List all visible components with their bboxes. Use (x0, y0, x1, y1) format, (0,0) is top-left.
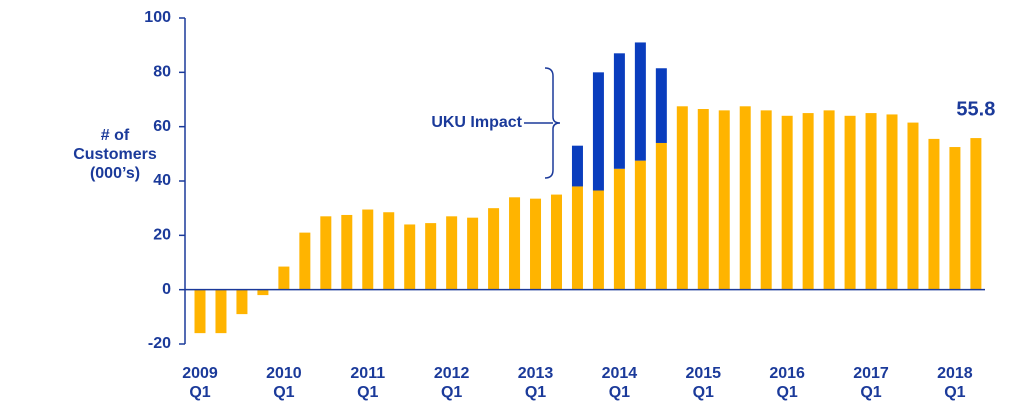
bar (194, 289, 206, 334)
bar (341, 214, 353, 290)
bar (362, 209, 374, 290)
bar (655, 142, 667, 290)
y-tick-label: 20 (153, 227, 171, 244)
bar (467, 217, 479, 290)
bar (488, 208, 500, 290)
brace (544, 67, 561, 179)
bar (571, 186, 583, 290)
bar (613, 53, 625, 169)
y-tick-label: 40 (153, 172, 171, 189)
bar (571, 145, 583, 187)
bar (760, 110, 772, 290)
y-tick-label: 100 (144, 9, 171, 26)
bar (697, 109, 709, 290)
bar (446, 216, 458, 290)
x-tick-label: 2017 Q1 (853, 365, 889, 401)
bar (550, 194, 562, 290)
bar (425, 223, 437, 290)
y-tick-label: 80 (153, 64, 171, 81)
bar (592, 190, 604, 290)
bar (970, 138, 982, 290)
bar (509, 197, 521, 290)
x-tick-label: 2010 Q1 (266, 365, 302, 401)
bar (634, 42, 646, 161)
bar (886, 114, 898, 290)
bar (215, 289, 227, 334)
bar (823, 110, 835, 290)
x-tick-label: 2012 Q1 (433, 365, 470, 401)
x-tick-label: 2009 Q1 (182, 365, 218, 401)
bar (781, 115, 793, 290)
y-tick-label: 60 (153, 118, 171, 135)
bar (530, 198, 542, 290)
bar (907, 122, 919, 290)
annotation: UKU Impact (431, 114, 522, 131)
bar (278, 266, 290, 290)
x-tick-label: 2011 Q1 (350, 365, 386, 401)
y-tick-label: -20 (148, 335, 171, 352)
bar (739, 106, 751, 290)
bar (634, 160, 646, 290)
bar (592, 72, 604, 191)
x-tick-label: 2015 Q1 (685, 365, 722, 401)
bar (676, 106, 688, 290)
x-tick-label: 2018 Q1 (937, 365, 973, 401)
bar (299, 232, 311, 290)
bar (865, 113, 877, 290)
bar (320, 216, 332, 290)
bar (928, 138, 940, 290)
y-axis-label: # of Customers (000’s) (73, 127, 157, 182)
bar (613, 168, 625, 290)
x-tick-label: 2014 Q1 (601, 365, 638, 401)
bar (949, 147, 961, 290)
value-label: 55.8 (956, 98, 995, 120)
y-tick-label: 0 (162, 281, 171, 298)
x-tick-label: 2016 Q1 (769, 365, 805, 401)
bar (404, 224, 416, 290)
x-tick-label: 2013 Q1 (517, 365, 554, 401)
bar (844, 115, 856, 290)
bar (718, 110, 730, 290)
bar (236, 289, 248, 315)
bar (383, 212, 395, 290)
bar (655, 68, 667, 143)
bar (257, 289, 269, 296)
bar (802, 113, 814, 290)
